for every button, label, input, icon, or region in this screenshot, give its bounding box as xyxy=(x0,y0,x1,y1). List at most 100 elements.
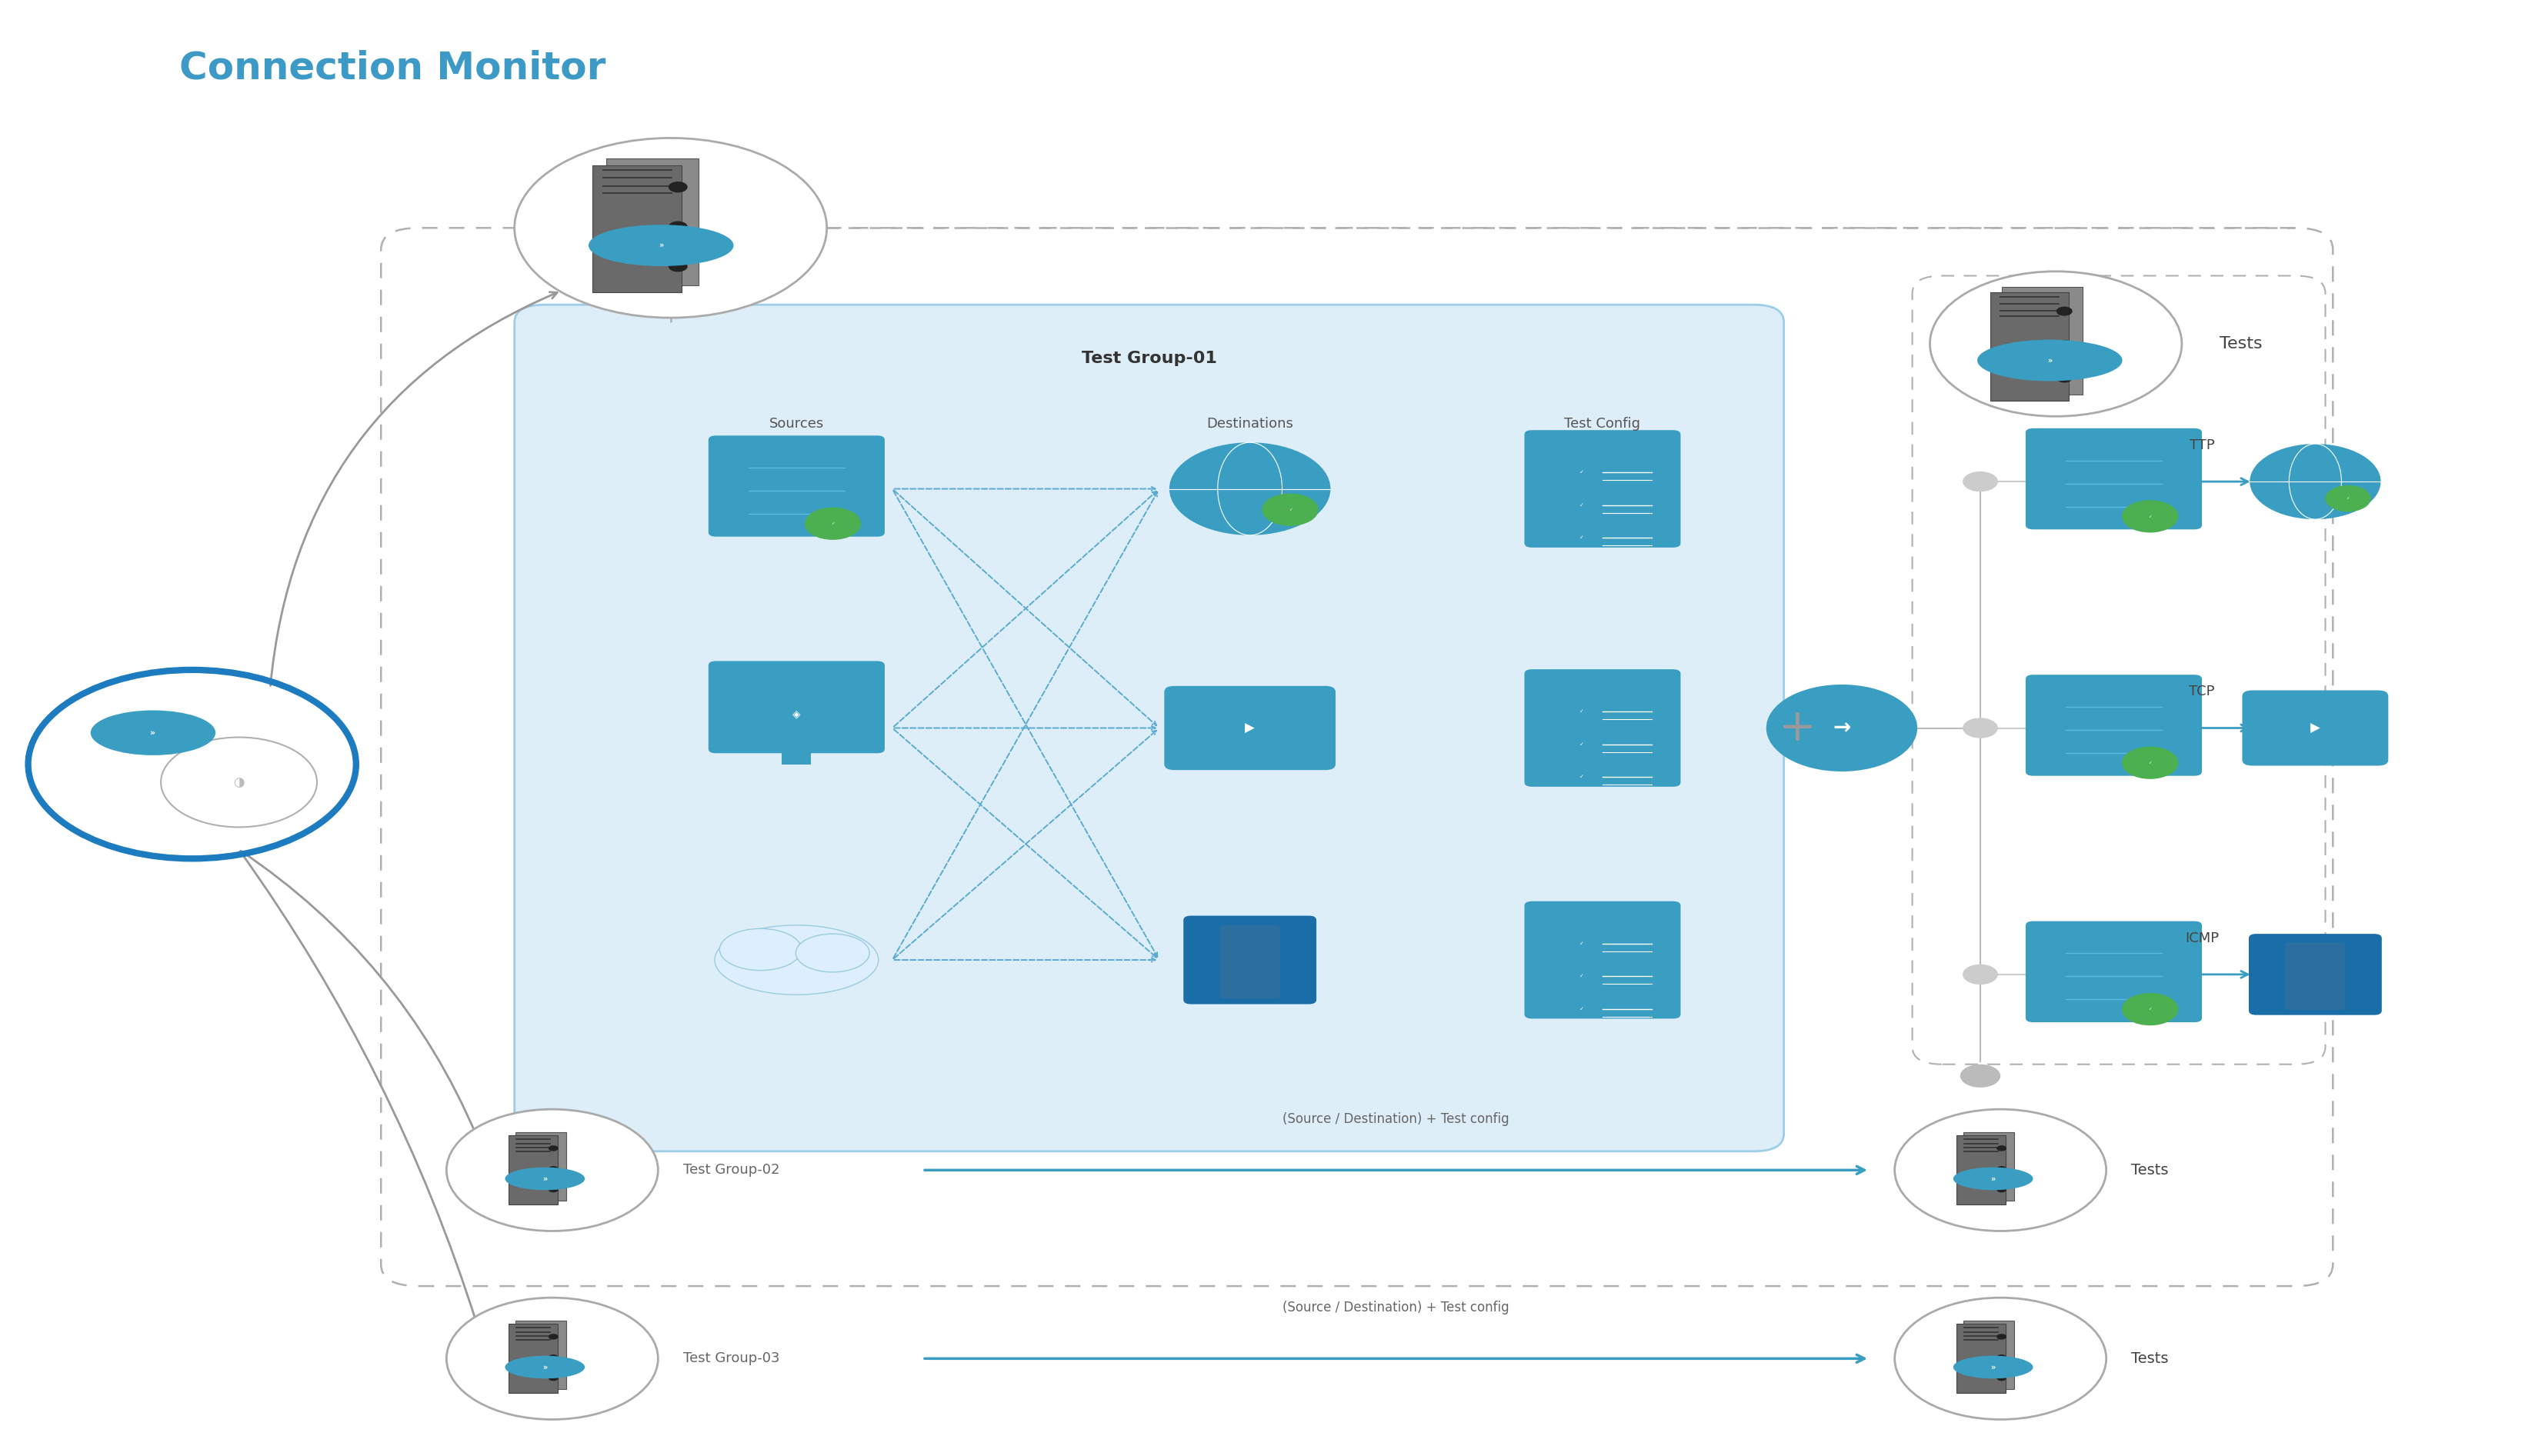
Circle shape xyxy=(1962,964,1997,984)
Text: ✓: ✓ xyxy=(1578,743,1583,747)
FancyBboxPatch shape xyxy=(1184,916,1316,1005)
Circle shape xyxy=(548,1187,558,1192)
Text: ✓: ✓ xyxy=(1578,502,1583,508)
Ellipse shape xyxy=(505,1168,586,1190)
Circle shape xyxy=(1765,684,1916,772)
Circle shape xyxy=(515,138,826,317)
Text: ✓: ✓ xyxy=(2346,496,2351,501)
FancyArrowPatch shape xyxy=(270,293,558,686)
Text: »: » xyxy=(152,729,157,737)
FancyBboxPatch shape xyxy=(508,1136,558,1204)
Text: TCP: TCP xyxy=(2189,684,2214,699)
Ellipse shape xyxy=(1954,1356,2033,1379)
Circle shape xyxy=(548,1146,558,1152)
FancyArrowPatch shape xyxy=(240,850,477,1136)
Circle shape xyxy=(1959,1064,2000,1088)
Text: Tests: Tests xyxy=(2219,336,2262,351)
Text: Test Group-01: Test Group-01 xyxy=(1081,351,1217,365)
Text: ✓: ✓ xyxy=(1578,942,1583,946)
Text: ✓: ✓ xyxy=(2149,761,2151,764)
Circle shape xyxy=(1997,1187,2007,1192)
Text: ✓: ✓ xyxy=(1288,508,1293,511)
Text: Test Group-02: Test Group-02 xyxy=(684,1163,780,1176)
Text: Tests: Tests xyxy=(2131,1163,2169,1178)
Text: TTP: TTP xyxy=(2189,438,2214,453)
Circle shape xyxy=(548,1334,558,1340)
Circle shape xyxy=(2121,747,2179,779)
Circle shape xyxy=(2055,339,2073,349)
FancyBboxPatch shape xyxy=(1957,1324,2005,1393)
Text: ✓: ✓ xyxy=(1578,470,1583,475)
FancyBboxPatch shape xyxy=(1990,293,2068,400)
FancyBboxPatch shape xyxy=(2242,690,2389,766)
Text: Sources: Sources xyxy=(770,416,823,431)
Text: ✓: ✓ xyxy=(1578,709,1583,713)
Text: Tests: Tests xyxy=(2131,1351,2169,1366)
Circle shape xyxy=(1894,1297,2106,1420)
Text: ◑: ◑ xyxy=(232,775,245,789)
Ellipse shape xyxy=(91,711,215,756)
Circle shape xyxy=(447,1109,659,1230)
Text: »: » xyxy=(1990,1363,1995,1372)
Circle shape xyxy=(1997,1354,2007,1360)
Circle shape xyxy=(669,182,687,192)
Text: ICMP: ICMP xyxy=(2184,932,2219,945)
Text: →: → xyxy=(1833,718,1851,738)
Text: (Source / Destination) + Test config: (Source / Destination) + Test config xyxy=(1283,1300,1510,1315)
Text: ✓: ✓ xyxy=(2149,1008,2151,1010)
Ellipse shape xyxy=(795,933,869,973)
Text: »: » xyxy=(2048,357,2053,364)
FancyBboxPatch shape xyxy=(2250,933,2381,1015)
Text: ✓: ✓ xyxy=(1578,775,1583,779)
Text: »: » xyxy=(1990,1175,1995,1182)
Text: ✓: ✓ xyxy=(2149,514,2151,518)
Text: Test Group-03: Test Group-03 xyxy=(684,1351,780,1366)
Text: (Source / Destination) + Test config: (Source / Destination) + Test config xyxy=(1283,1112,1510,1127)
FancyBboxPatch shape xyxy=(606,159,699,285)
Text: ✓: ✓ xyxy=(1578,974,1583,978)
Circle shape xyxy=(2326,485,2371,511)
FancyBboxPatch shape xyxy=(2285,942,2346,1010)
FancyBboxPatch shape xyxy=(2002,287,2083,395)
FancyBboxPatch shape xyxy=(783,744,811,764)
Ellipse shape xyxy=(1977,339,2124,381)
FancyBboxPatch shape xyxy=(710,661,884,753)
Circle shape xyxy=(1997,1374,2007,1380)
Circle shape xyxy=(548,1374,558,1380)
Circle shape xyxy=(1997,1146,2007,1152)
FancyBboxPatch shape xyxy=(2025,674,2202,776)
Text: ✓: ✓ xyxy=(1578,536,1583,540)
Circle shape xyxy=(162,737,318,827)
FancyBboxPatch shape xyxy=(1220,925,1280,999)
Ellipse shape xyxy=(1954,1168,2033,1190)
Text: Connection Monitor: Connection Monitor xyxy=(179,50,606,87)
Circle shape xyxy=(805,507,861,540)
FancyArrowPatch shape xyxy=(240,852,477,1324)
Circle shape xyxy=(548,1354,558,1360)
FancyBboxPatch shape xyxy=(2025,922,2202,1022)
Circle shape xyxy=(1929,271,2182,416)
Ellipse shape xyxy=(720,929,800,970)
Text: »: » xyxy=(659,242,664,249)
Circle shape xyxy=(2250,444,2381,520)
FancyBboxPatch shape xyxy=(1964,1321,2015,1389)
FancyBboxPatch shape xyxy=(515,304,1783,1152)
Text: »: » xyxy=(543,1363,548,1372)
Circle shape xyxy=(2121,993,2179,1025)
FancyBboxPatch shape xyxy=(515,1321,566,1389)
FancyBboxPatch shape xyxy=(1164,686,1336,770)
Circle shape xyxy=(1262,494,1318,526)
Text: Destinations: Destinations xyxy=(1207,416,1293,431)
Text: »: » xyxy=(543,1175,548,1182)
Circle shape xyxy=(2121,499,2179,533)
FancyBboxPatch shape xyxy=(1525,901,1682,1019)
Circle shape xyxy=(1997,1166,2007,1172)
Circle shape xyxy=(1962,472,1997,492)
Text: +: + xyxy=(1780,706,1815,750)
Circle shape xyxy=(1997,1334,2007,1340)
FancyBboxPatch shape xyxy=(515,1131,566,1201)
FancyBboxPatch shape xyxy=(593,166,682,293)
Circle shape xyxy=(2055,373,2073,383)
Ellipse shape xyxy=(505,1356,586,1379)
Circle shape xyxy=(447,1297,659,1420)
